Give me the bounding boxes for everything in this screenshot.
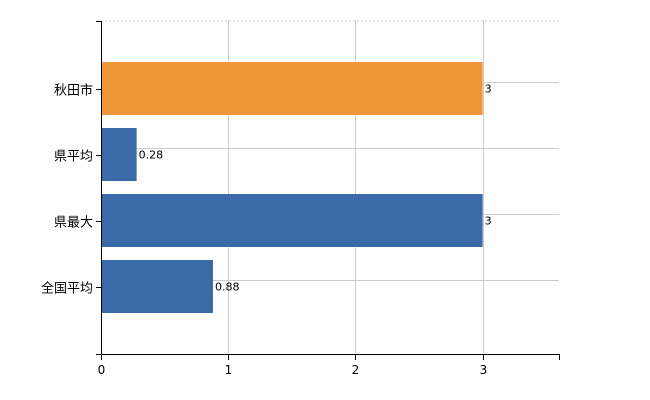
bar-2 xyxy=(101,194,483,247)
category-label-1: 県平均 xyxy=(54,150,93,165)
category-label-3: 全国平均 xyxy=(41,281,93,297)
x-tick-label-0: 0 xyxy=(98,363,106,377)
data-label-3: 0.88 xyxy=(215,281,240,294)
x-tick-label-2: 2 xyxy=(352,363,360,377)
data-label-1: 0.28 xyxy=(139,149,164,162)
category-label-0: 秋田市 xyxy=(54,83,93,99)
category-label-2: 県最大 xyxy=(54,216,93,231)
bars xyxy=(101,62,483,313)
axes xyxy=(96,21,560,360)
x-tick-label-1: 1 xyxy=(225,363,233,377)
data-label-2: 3 xyxy=(485,215,492,228)
bar-1 xyxy=(101,128,137,181)
bar-3 xyxy=(101,260,213,313)
x-tick-label-3: 3 xyxy=(480,363,488,377)
data-label-0: 3 xyxy=(485,83,492,96)
bar-0 xyxy=(101,62,483,115)
